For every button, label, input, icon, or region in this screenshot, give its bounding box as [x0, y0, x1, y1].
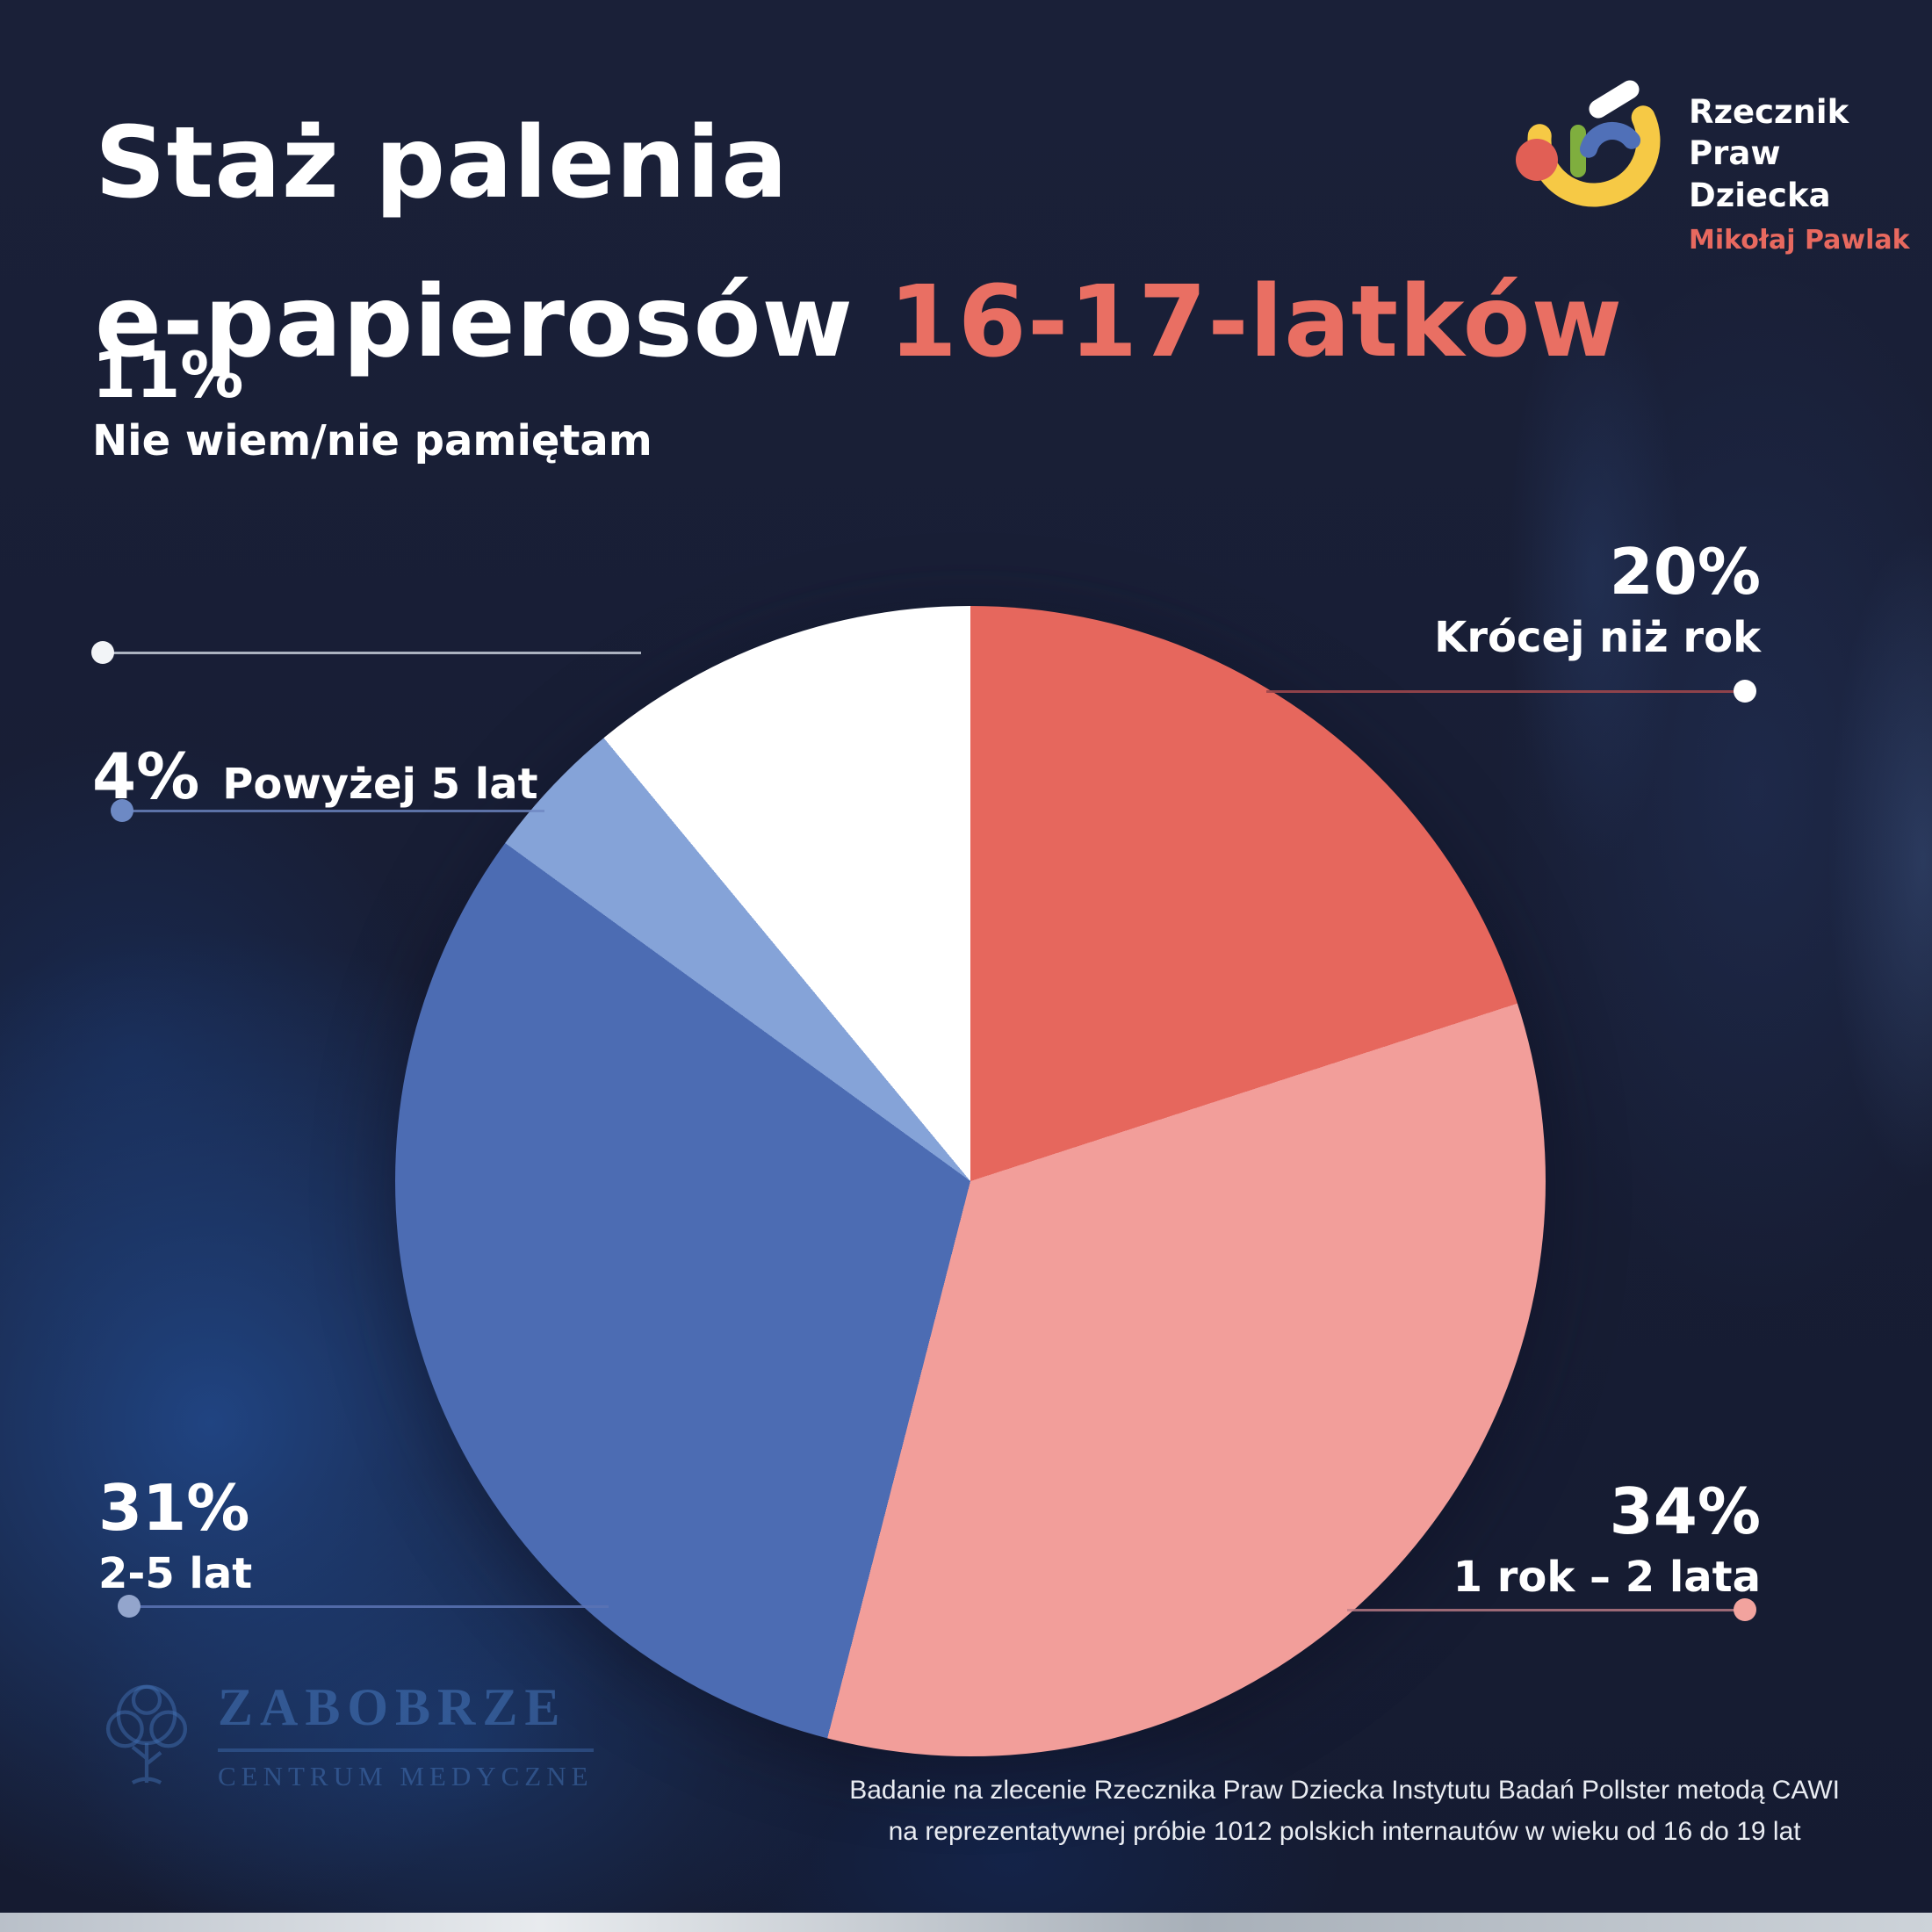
callout-krocej-niz-rok-label: Krócej niż rok: [1434, 613, 1761, 663]
watermark-subtitle: CENTRUM MEDYCZNE: [218, 1761, 594, 1791]
leader-dot-1-rok-2-lata: [1734, 1598, 1756, 1621]
callout-2-5-lat: 31% 2-5 lat: [98, 1471, 253, 1599]
callout-nie-wiem-label: Nie wiem/nie pamiętam: [92, 416, 652, 466]
red-dot-icon: [1516, 139, 1558, 181]
pie-chart: [395, 606, 1546, 1756]
callout-nie-wiem-pct: 11%: [92, 338, 244, 412]
title-line2: e-papierosów 16-17-latków: [95, 243, 1623, 402]
logo-org-line2: Praw Dziecka: [1689, 134, 1831, 214]
callout-2-5-lat-pct: 31%: [98, 1471, 250, 1545]
callout-1-rok-2-lata: 34% 1 rok – 2 lata: [1453, 1474, 1761, 1603]
blue-arc-icon: [1579, 122, 1646, 189]
callout-powyzej-5-lat: 4% Powyżej 5 lat: [92, 739, 538, 813]
footnote: Badanie na zlecenie Rzecznika Praw Dziec…: [849, 1770, 1840, 1852]
leader-line-nie-wiem: [91, 641, 641, 664]
callout-krocej-niz-rok: 20% Krócej niż rok: [1434, 537, 1761, 662]
tree-icon: [105, 1684, 188, 1784]
footnote-line2: na reprezentatywnej próbie 1012 polskich…: [888, 1816, 1801, 1846]
leader-dot-nie-wiem: [91, 641, 114, 664]
white-stroke-icon: [1589, 80, 1640, 119]
leader-dot-powyzej-5-lat: [111, 799, 133, 822]
leader-line-2-5-lat: [118, 1595, 609, 1618]
leader-line-krocej-niz-rok: [1266, 680, 1756, 703]
watermark-text: ZABOBRZE CENTRUM MEDYCZNE: [218, 1677, 594, 1792]
logo-text: Rzecznik Praw Dziecka Mikołaj Pawlak: [1689, 72, 1932, 256]
callout-1-rok-2-lata-label: 1 rok – 2 lata: [1453, 1553, 1761, 1603]
callout-2-5-lat-label: 2-5 lat: [98, 1549, 253, 1599]
leader-dot-krocej-niz-rok: [1734, 680, 1756, 703]
logo-person-name: Mikołaj Pawlak: [1689, 225, 1910, 256]
title-line2-white: e-papierosów: [95, 265, 854, 380]
page-title: Staż palenia e-papierosów 16-17-latków: [95, 84, 1623, 403]
callout-nie-wiem: 11% Nie wiem/nie pamiętam: [92, 338, 652, 466]
title-line1: Staż palenia: [95, 106, 789, 220]
green-bar-icon: [1570, 125, 1586, 177]
footnote-line1: Badanie na zlecenie Rzecznika Praw Dziec…: [849, 1776, 1840, 1805]
zabobrze-watermark: ZABOBRZE CENTRUM MEDYCZNE: [95, 1677, 594, 1809]
leader-dot-2-5-lat: [118, 1595, 141, 1618]
smile-logo-icon: [1516, 74, 1661, 207]
leader-line-powyzej-5-lat: [111, 799, 544, 822]
leader-line-1-rok-2-lata: [1347, 1598, 1756, 1621]
callout-powyzej-5-lat-pct: 4%: [92, 739, 200, 813]
watermark-name: ZABOBRZE: [218, 1677, 594, 1752]
callout-powyzej-5-lat-label: Powyżej 5 lat: [222, 760, 538, 809]
callout-1-rok-2-lata-pct: 34%: [1609, 1474, 1761, 1548]
title-line2-accent: 16-17-latków: [888, 265, 1624, 380]
bottom-strip: [0, 1913, 1932, 1932]
logo-org-line1: Rzecznik: [1689, 93, 1849, 131]
rzecznik-praw-dziecka-logo: Rzecznik Praw Dziecka Mikołaj Pawlak: [1510, 72, 1932, 256]
callout-krocej-niz-rok-pct: 20%: [1609, 535, 1761, 609]
